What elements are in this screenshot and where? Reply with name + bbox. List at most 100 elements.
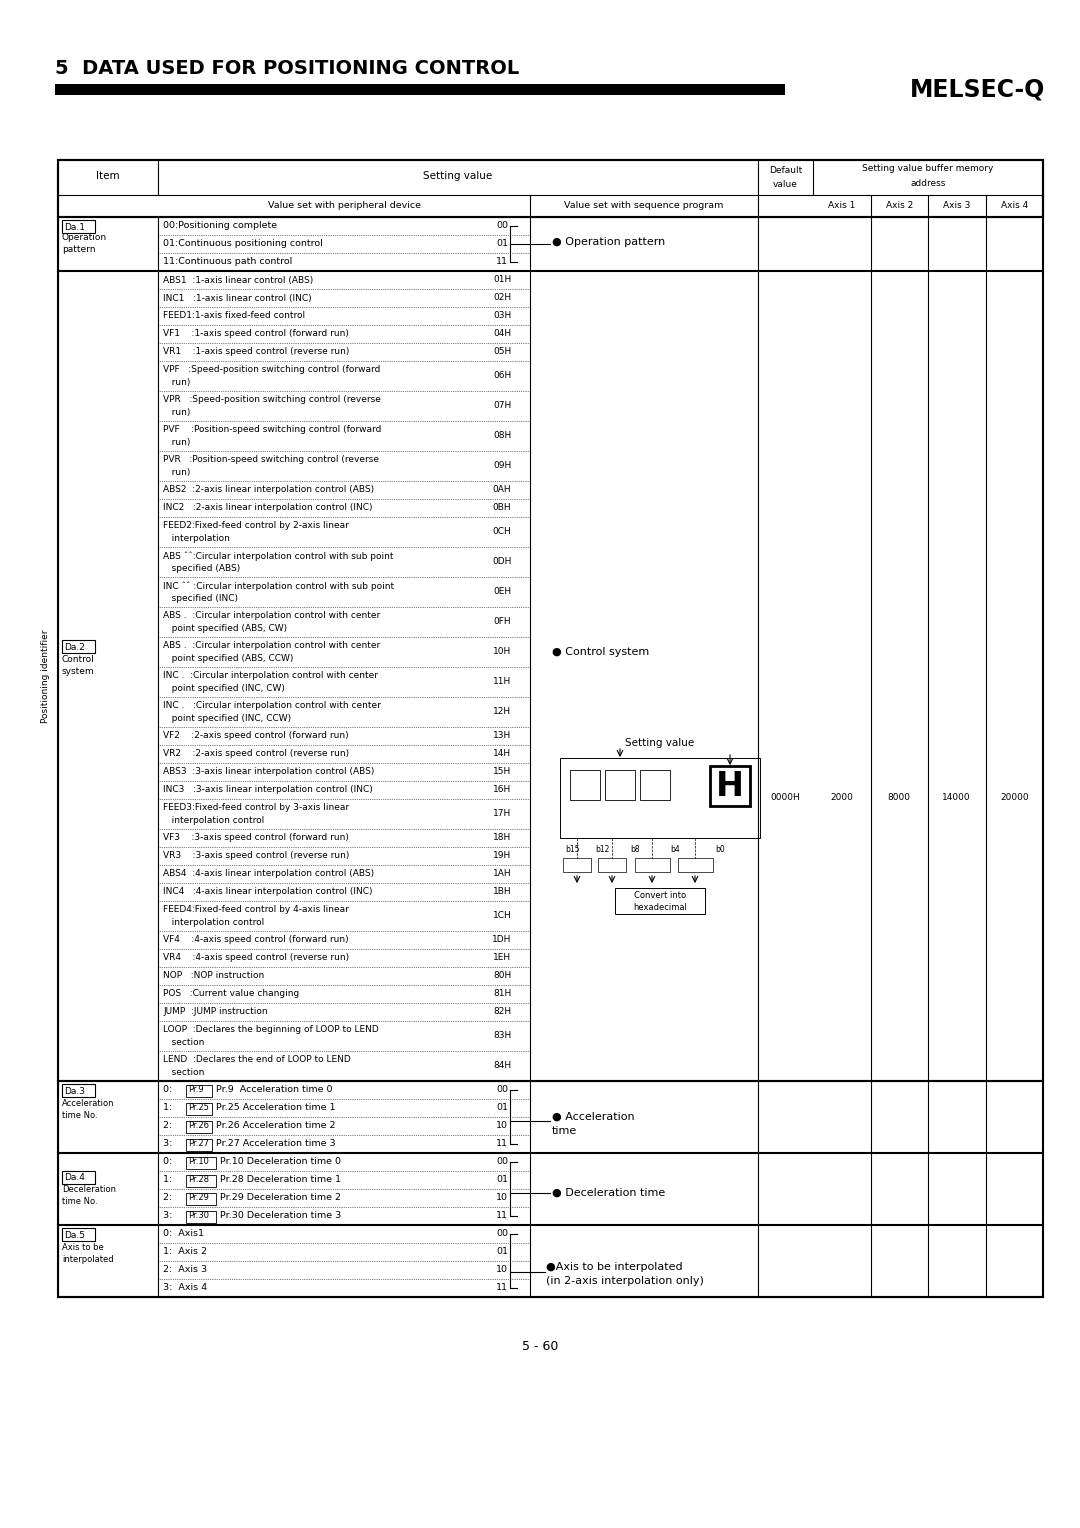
Text: 11:Continuous path control: 11:Continuous path control	[163, 258, 293, 266]
Text: PVF    :Position-speed switching control (forward: PVF :Position-speed switching control (f…	[163, 425, 381, 434]
Text: VPR   :Speed-position switching control (reverse: VPR :Speed-position switching control (r…	[163, 396, 381, 405]
Text: Positioning identifier: Positioning identifier	[41, 630, 51, 723]
Text: 14000: 14000	[943, 793, 971, 802]
Text: ABS3  :3-axis linear interpolation control (ABS): ABS3 :3-axis linear interpolation contro…	[163, 767, 375, 776]
Text: interpolation control: interpolation control	[163, 918, 265, 927]
Text: Setting value buffer memory: Setting value buffer memory	[862, 163, 994, 173]
Text: b8: b8	[630, 845, 639, 854]
Text: run): run)	[163, 468, 190, 477]
Text: run): run)	[163, 439, 190, 448]
Text: 1:: 1:	[163, 1175, 178, 1184]
Bar	[186, 1212, 216, 1222]
Text: 08H: 08H	[492, 431, 511, 440]
Text: 10H: 10H	[492, 648, 511, 657]
Text: 06H: 06H	[492, 371, 511, 380]
Bar	[615, 888, 705, 914]
Text: ABS4  :4-axis linear interpolation control (ABS): ABS4 :4-axis linear interpolation contro…	[163, 869, 374, 879]
Text: Pr.10: Pr.10	[188, 1158, 208, 1166]
Text: ABS .  :Circular interpolation control with center: ABS . :Circular interpolation control wi…	[163, 642, 380, 651]
Text: ABS1  :1-axis linear control (ABS): ABS1 :1-axis linear control (ABS)	[163, 275, 313, 284]
Text: 84H: 84H	[492, 1062, 511, 1071]
Text: 1:: 1:	[163, 1103, 178, 1112]
Text: 1CH: 1CH	[492, 912, 511, 920]
Text: 09H: 09H	[492, 461, 511, 471]
Text: run): run)	[163, 377, 190, 387]
Text: Pr.26: Pr.26	[188, 1122, 210, 1131]
Text: 11H: 11H	[492, 677, 511, 686]
Text: 83H: 83H	[492, 1031, 511, 1041]
Text: section: section	[163, 1038, 204, 1047]
Text: b12: b12	[595, 845, 609, 854]
Text: Control: Control	[62, 654, 95, 663]
Text: 16H: 16H	[492, 785, 511, 795]
Bar	[62, 1170, 95, 1184]
Text: ABS ˆˆ:Circular interpolation control with sub point: ABS ˆˆ:Circular interpolation control wi…	[163, 552, 393, 561]
Text: VR3    :3-axis speed control (reverse run): VR3 :3-axis speed control (reverse run)	[163, 851, 349, 860]
Text: 00:Positioning complete: 00:Positioning complete	[163, 222, 278, 231]
Text: 01: 01	[496, 1103, 508, 1112]
Text: 12H: 12H	[492, 707, 511, 717]
Text: FEED1:1-axis fixed-feed control: FEED1:1-axis fixed-feed control	[163, 312, 306, 321]
Bar	[570, 770, 600, 801]
Text: Da.5: Da.5	[64, 1230, 85, 1239]
Text: 0:  Axis1: 0: Axis1	[163, 1230, 204, 1239]
Bar	[55, 84, 785, 95]
Text: Axis 3: Axis 3	[943, 202, 971, 211]
Text: INC4   :4-axis linear interpolation control (INC): INC4 :4-axis linear interpolation contro…	[163, 888, 373, 897]
Text: 19H: 19H	[492, 851, 511, 860]
Text: Da.4: Da.4	[64, 1174, 85, 1183]
Text: 11: 11	[496, 1140, 508, 1149]
Text: Convert into: Convert into	[634, 891, 686, 900]
Text: point specified (INC, CCW): point specified (INC, CCW)	[163, 714, 292, 723]
Text: MELSEC-Q: MELSEC-Q	[909, 78, 1045, 102]
Text: specified (ABS): specified (ABS)	[163, 564, 240, 573]
Bar	[186, 1103, 212, 1115]
Text: 5 - 60: 5 - 60	[522, 1340, 558, 1354]
Text: 00: 00	[496, 222, 508, 231]
Text: interpolation: interpolation	[163, 535, 230, 542]
Text: 0000H: 0000H	[771, 793, 800, 802]
Bar	[62, 640, 95, 652]
Text: 10: 10	[496, 1193, 508, 1203]
Bar	[58, 160, 1043, 217]
Bar	[186, 1138, 212, 1151]
Text: VF3    :3-axis speed control (forward run): VF3 :3-axis speed control (forward run)	[163, 833, 349, 842]
Text: 81H: 81H	[492, 990, 511, 998]
Bar	[186, 1085, 212, 1097]
Text: ●Axis to be interpolated: ●Axis to be interpolated	[546, 1262, 683, 1271]
Text: system: system	[62, 666, 95, 675]
Text: 0CH: 0CH	[492, 527, 511, 536]
Text: 1DH: 1DH	[492, 935, 512, 944]
Text: 2:: 2:	[163, 1122, 178, 1131]
Text: 2:: 2:	[163, 1193, 178, 1203]
Text: 01: 01	[496, 1175, 508, 1184]
Text: point specified (INC, CW): point specified (INC, CW)	[163, 685, 285, 694]
Text: POS   :Current value changing: POS :Current value changing	[163, 990, 299, 998]
Text: 3:  Axis 4: 3: Axis 4	[163, 1284, 207, 1293]
Text: ABS .  :Circular interpolation control with center: ABS . :Circular interpolation control wi…	[163, 611, 380, 620]
Text: 14H: 14H	[492, 750, 511, 758]
Text: Pr.30 Deceleration time 3: Pr.30 Deceleration time 3	[220, 1212, 341, 1221]
Text: Pr.29: Pr.29	[188, 1193, 208, 1203]
Bar	[62, 1083, 95, 1097]
Text: ● Deceleration time: ● Deceleration time	[552, 1187, 665, 1198]
Text: ● Control system: ● Control system	[552, 646, 649, 657]
Text: 1:  Axis 2: 1: Axis 2	[163, 1247, 207, 1256]
Text: 07H: 07H	[492, 402, 511, 411]
Text: point specified (ABS, CCW): point specified (ABS, CCW)	[163, 654, 294, 663]
Text: 01: 01	[496, 1247, 508, 1256]
Text: Pr.26 Acceleration time 2: Pr.26 Acceleration time 2	[216, 1122, 336, 1131]
Text: Pr.9: Pr.9	[188, 1085, 204, 1094]
Text: INC2   :2-axis linear interpolation control (INC): INC2 :2-axis linear interpolation contro…	[163, 504, 373, 512]
Text: 11: 11	[496, 1212, 508, 1221]
Bar	[563, 859, 591, 872]
Text: H: H	[716, 770, 744, 802]
Text: Da.2: Da.2	[64, 642, 85, 651]
Text: time No.: time No.	[62, 1198, 97, 1207]
Text: interpolated: interpolated	[62, 1254, 113, 1264]
Text: 17H: 17H	[492, 810, 511, 819]
Text: 2000: 2000	[831, 793, 853, 802]
Text: INC .  :Circular interpolation control with center: INC . :Circular interpolation control wi…	[163, 671, 378, 680]
Text: Pr.30: Pr.30	[188, 1212, 210, 1221]
Text: INC1   :1-axis linear control (INC): INC1 :1-axis linear control (INC)	[163, 293, 312, 303]
